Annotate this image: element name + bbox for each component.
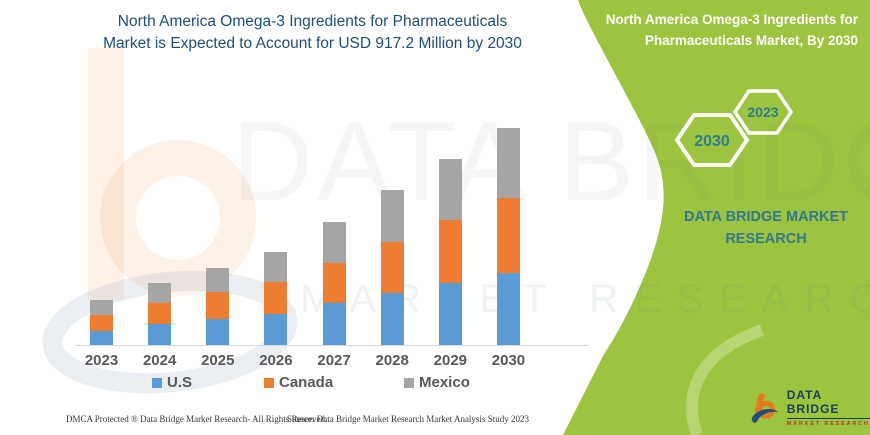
bar-segment-mexico-2025 — [206, 267, 230, 293]
x-axis-label-2028: 2028 — [375, 352, 409, 369]
legend-item-us: U.S — [152, 374, 192, 391]
logo-name: DATA BRIDGE — [786, 388, 870, 419]
legend-item-canada: Canada — [264, 374, 333, 391]
bar-segment-canada-2030 — [496, 197, 520, 273]
bar-segment-canada-2024 — [148, 303, 172, 324]
bar-segment-mexico-2027 — [322, 221, 346, 263]
x-axis-label-2029: 2029 — [433, 352, 468, 369]
text-watermark: DATA BRIDGE MARKET RESEARCH — [232, 99, 870, 321]
bar-segment-mexico-2028 — [380, 190, 404, 243]
chart-title-line2: Market is Expected to Account for USD 91… — [103, 34, 522, 52]
svg-text:DATA BRIDGE: DATA BRIDGE — [232, 99, 870, 224]
logo-subtitle: MARKET RESEARCH — [786, 421, 870, 427]
legend-swatch-canada — [264, 377, 274, 388]
bar-2028 — [380, 190, 404, 345]
bar-segment-us-2030 — [496, 272, 520, 345]
green-swoosh-watermark — [686, 324, 765, 435]
x-axis-line — [75, 345, 588, 346]
bar-segment-us-2027 — [322, 303, 346, 345]
x-axis-label-2027: 2027 — [317, 352, 351, 369]
bar-segment-mexico-2030 — [496, 128, 520, 198]
panel-heading-line1: North America Omega-3 Ingredients for — [605, 12, 858, 27]
hexagon-2030: 2030 — [674, 113, 750, 167]
bar-segment-canada-2026 — [264, 282, 288, 315]
panel-heading-line2: Pharmaceuticals Market, By 2030 — [644, 32, 858, 48]
bar-2027 — [322, 221, 346, 345]
bar-segment-us-2023 — [90, 331, 113, 345]
footer-source-text: Source: Data Bridge Market Research Mark… — [287, 414, 529, 424]
bar-segment-canada-2025 — [206, 292, 230, 319]
bar-segment-mexico-2029 — [438, 159, 462, 220]
bar-segment-canada-2028 — [380, 242, 404, 293]
bar-segment-canada-2029 — [438, 219, 462, 284]
brand-text: DATA BRIDGE MARKET RESEARCH — [658, 206, 870, 251]
bar-2025 — [206, 267, 230, 345]
bar-segment-us-2028 — [380, 292, 404, 345]
x-axis-label-2025: 2025 — [201, 352, 235, 369]
bar-segment-mexico-2023 — [90, 299, 113, 316]
bar-2024 — [148, 282, 172, 345]
footer-dmca-text: DMCA Protected ® Data Bridge Market Rese… — [66, 414, 328, 424]
legend-item-mexico: Mexico — [404, 374, 470, 391]
legend-label: U.S — [167, 374, 193, 391]
legend-label: Mexico — [419, 374, 470, 391]
bar-segment-mexico-2026 — [264, 252, 288, 283]
bar-segment-us-2025 — [206, 318, 230, 345]
logo-watermark — [42, 48, 298, 394]
brand-text-line2: RESEARCH — [725, 231, 807, 248]
bar-segment-us-2029 — [438, 283, 462, 345]
brand-text-line1: DATA BRIDGE MARKET — [683, 209, 849, 225]
legend-swatch-us — [152, 377, 162, 388]
logo-text: DATA BRIDGE MARKET RESEARCH — [786, 388, 870, 427]
legend-swatch-mexico — [404, 377, 414, 388]
data-bridge-logo-icon — [751, 392, 779, 423]
bar-segment-canada-2023 — [90, 315, 113, 332]
legend-label: Canada — [279, 374, 334, 391]
x-axis-label-2024: 2024 — [142, 352, 177, 369]
bar-2030 — [496, 128, 520, 345]
panel-heading: North America Omega-3 Ingredients for Ph… — [596, 10, 858, 52]
chart-title-line1: North America Omega-3 Ingredients for Ph… — [117, 13, 508, 30]
bar-2023 — [90, 299, 113, 345]
bar-segment-canada-2027 — [322, 262, 346, 304]
data-bridge-logo: DATA BRIDGE MARKET RESEARCH — [750, 388, 870, 427]
bar-segment-us-2026 — [264, 314, 288, 345]
chart-title: North America Omega-3 Ingredients for Ph… — [40, 11, 585, 54]
bar-segment-mexico-2024 — [148, 282, 172, 304]
x-axis-label-2030: 2030 — [491, 352, 526, 369]
bar-2029 — [438, 159, 462, 345]
green-panel-shape — [563, 0, 870, 435]
hexagon-2023-label: 2023 — [747, 104, 778, 120]
bar-2026 — [264, 252, 288, 345]
x-axis-label-2026: 2026 — [259, 352, 293, 369]
hexagon-2023: 2023 — [733, 89, 793, 135]
x-axis-label-2023: 2023 — [84, 352, 119, 369]
hexagon-2030-label: 2030 — [694, 133, 730, 150]
bar-segment-us-2024 — [148, 323, 172, 345]
